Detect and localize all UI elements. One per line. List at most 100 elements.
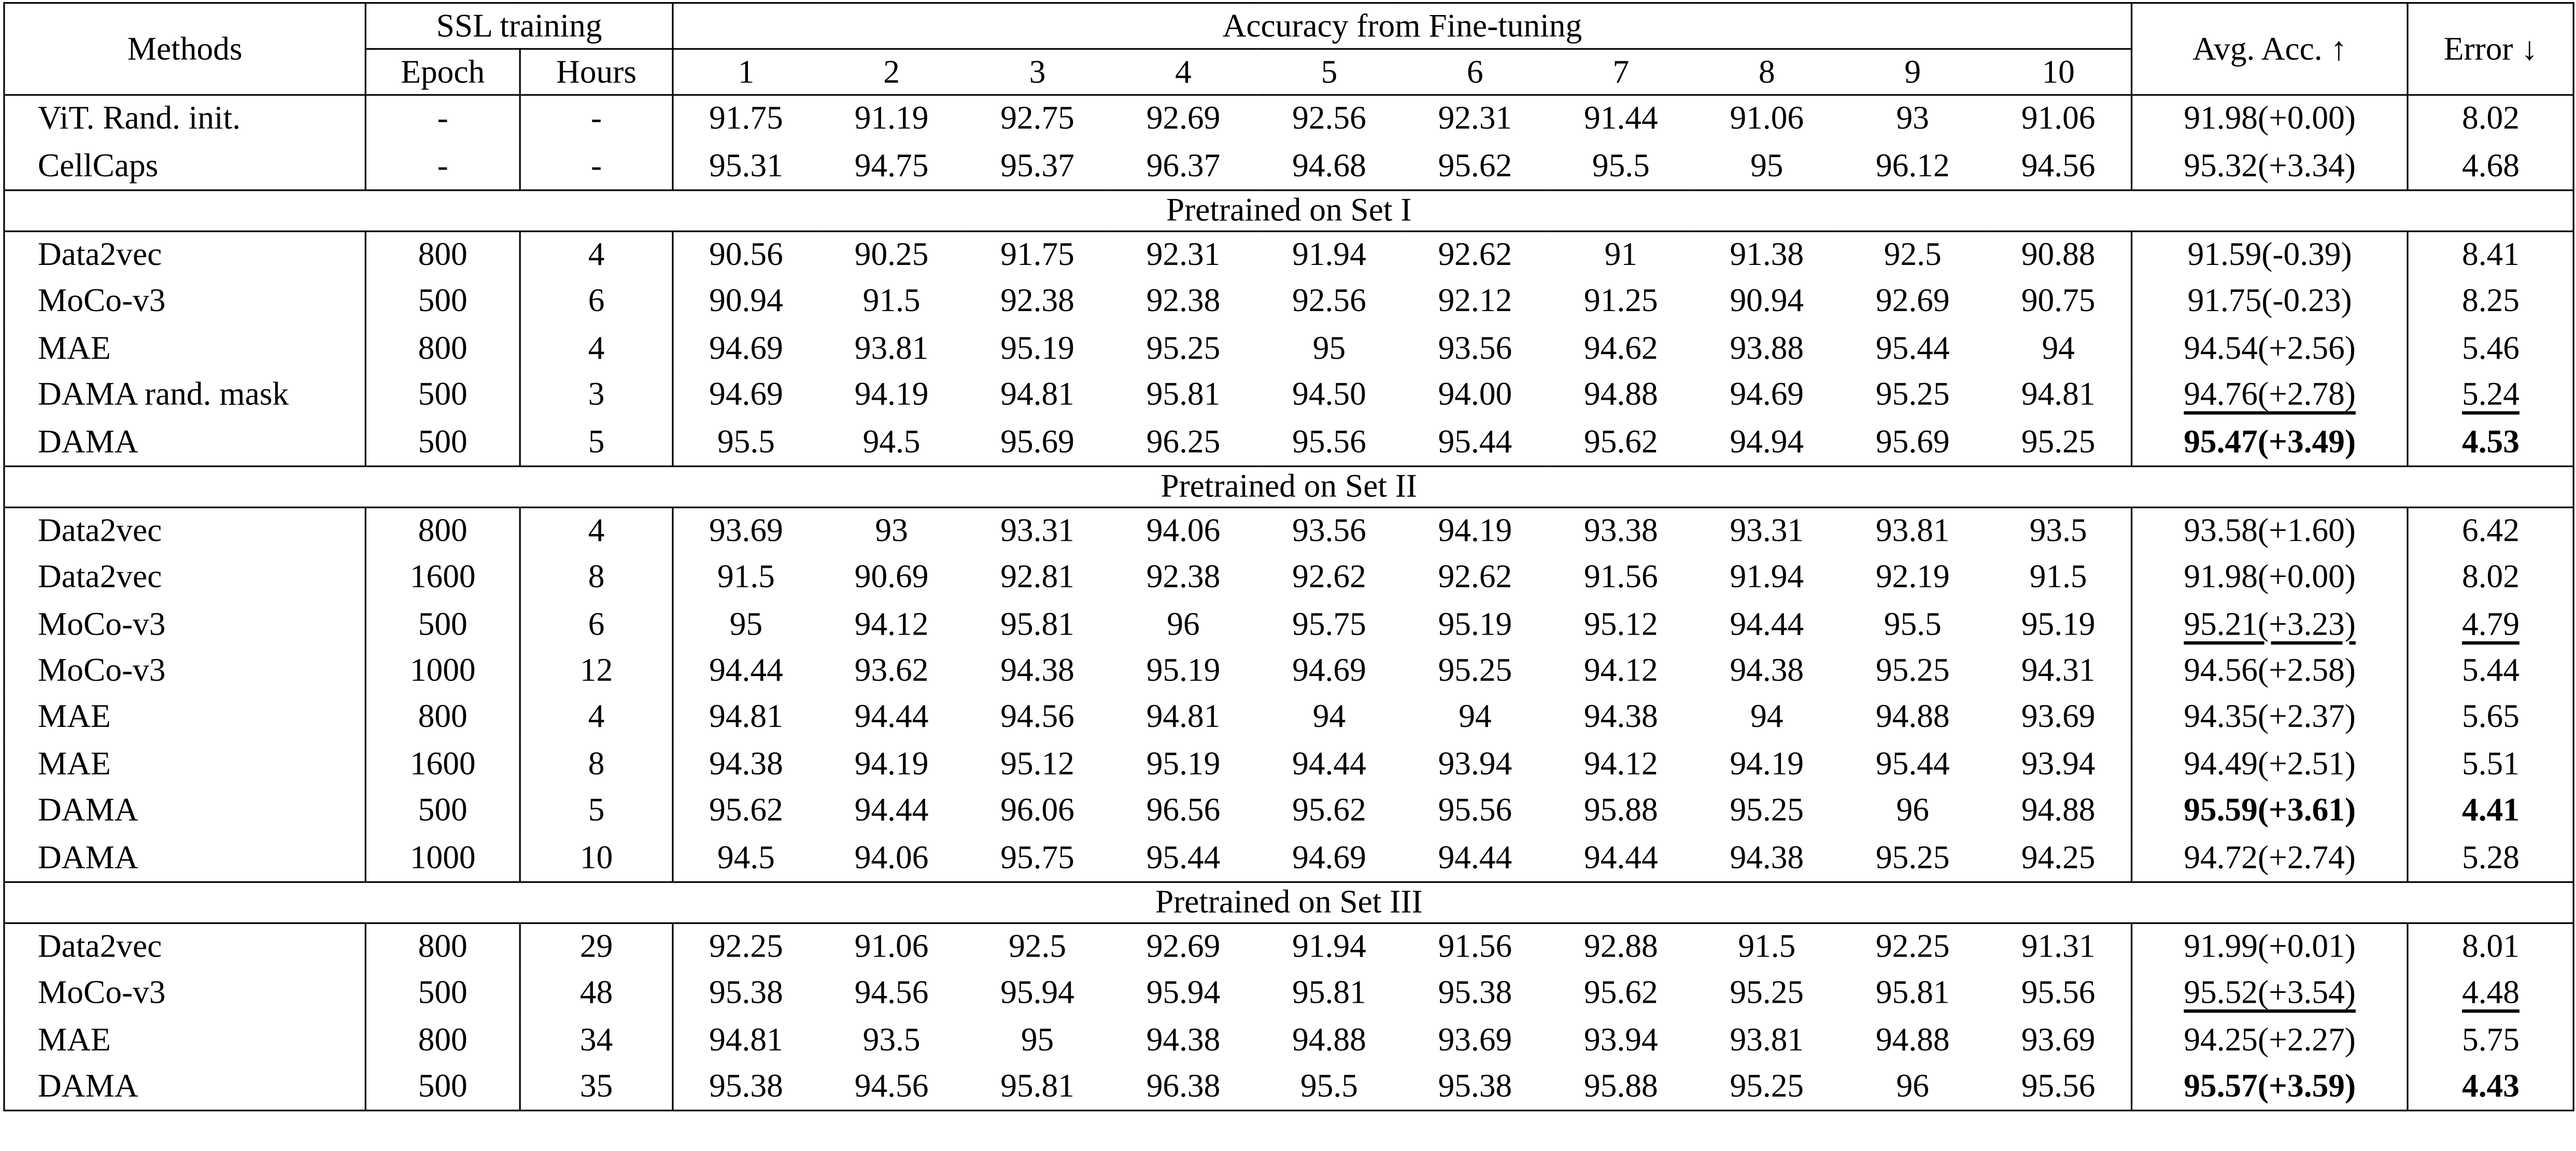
method-cell: MAE <box>4 741 366 788</box>
cell-text: 1000 <box>409 839 476 876</box>
value-cell: 93.58(+1.60) <box>2131 507 2409 555</box>
value-cell: 95.21(+3.23) <box>2131 601 2409 648</box>
value-cell: 94.56 <box>965 694 1110 741</box>
value-cell: 90.56 <box>673 231 818 278</box>
cell-text: 5.75 <box>2461 1022 2520 1059</box>
table-row: DAMA 500 5 95.62 94.44 96.06 96.56 95.62 95.56 95… <box>4 788 2574 835</box>
value-cell: 94.19 <box>1402 507 1548 555</box>
value-cell: 92.5 <box>965 923 1110 971</box>
value-cell: 500 <box>365 372 521 418</box>
method-cell: Data2vec <box>4 231 366 279</box>
cell-text: 94.44 <box>1292 746 1366 783</box>
cell-text: 94.75 <box>854 147 929 184</box>
value-cell: 95.81 <box>1256 971 1402 1017</box>
cell-text: 93.69 <box>2021 699 2096 736</box>
cell-text: 95.38 <box>709 975 783 1012</box>
value-cell: 91.94 <box>1256 231 1402 278</box>
cell-text: 96 <box>1896 1069 1929 1105</box>
cell-text: 94.81 <box>2021 377 2096 413</box>
cell-text: 92.81 <box>1000 559 1074 596</box>
cell-text: 95.12 <box>1584 606 1658 643</box>
cell-text: 95.81 <box>1000 1069 1074 1105</box>
value-cell: 94.44 <box>1256 741 1402 788</box>
cell-text: 90.69 <box>854 559 929 596</box>
header-cell: Hours <box>520 49 674 96</box>
cell-text: 94.44 <box>709 653 783 690</box>
value-cell: 93.38 <box>1548 507 1694 555</box>
cell-text: 5.44 <box>2461 653 2520 690</box>
cell-text: 96.37 <box>1146 147 1221 184</box>
cell-text: Data2vec <box>37 559 162 596</box>
method-cell: MoCo-v3 <box>4 970 366 1017</box>
value-cell: 95.56 <box>1986 970 2133 1017</box>
value-cell: 95.88 <box>1548 1063 1694 1112</box>
value-cell: - <box>365 95 521 143</box>
value-cell: 94.94 <box>1694 418 1839 466</box>
cell-text: 8.25 <box>2461 284 2520 320</box>
value-cell: 94.31 <box>1986 648 2133 695</box>
cell-text: 94.31 <box>2021 653 2096 690</box>
value-cell: 4.53 <box>2408 418 2573 466</box>
value-cell: 93.69 <box>673 507 818 555</box>
value-cell: 95.25 <box>1986 418 2133 466</box>
table-row: DAMA 500 5 95.5 94.5 95.69 96.25 95.56 95.44 95.6… <box>4 418 2574 466</box>
value-cell: 4 <box>520 231 674 279</box>
value-cell: 93.69 <box>1986 1017 2133 1064</box>
cell-text: 800 <box>418 1022 468 1059</box>
cell-text: 800 <box>418 699 468 736</box>
value-cell: 95.25 <box>1840 834 1986 882</box>
value-cell: 1000 <box>365 648 521 695</box>
value-cell: 500 <box>365 601 521 648</box>
header-cell: 2 <box>818 49 965 96</box>
value-cell: 94.69 <box>673 325 818 372</box>
header-cell: 1 <box>672 49 819 96</box>
value-cell: 4.79 <box>2408 601 2573 648</box>
value-cell: 94 <box>1694 694 1839 741</box>
cell-text: 95.25 <box>1146 330 1221 367</box>
cell-text: 95.25 <box>1730 793 1804 830</box>
header-cell: Epoch <box>365 49 521 96</box>
value-cell: - <box>365 142 521 190</box>
cell-text: 94.72(+2.74) <box>2184 839 2356 876</box>
cell-text: 91.31 <box>2021 929 2096 965</box>
value-cell: 95.47(+3.49) <box>2131 418 2409 466</box>
method-cell: ViT. Rand. init. <box>4 95 366 143</box>
value-cell: 95.81 <box>1110 372 1256 418</box>
value-cell: 94.68 <box>1256 143 1402 190</box>
value-cell: 91.56 <box>1402 923 1548 971</box>
cell-text: 95.81 <box>1000 606 1074 643</box>
value-cell: 5.28 <box>2408 834 2573 882</box>
cell-text: 94 <box>1459 699 1492 736</box>
value-cell: 96.38 <box>1110 1063 1256 1112</box>
value-cell: 500 <box>365 788 521 835</box>
cell-text: 94.38 <box>709 746 783 783</box>
cell-text: - <box>590 147 602 184</box>
cell-text: 91.98(+0.00) <box>2184 101 2356 137</box>
value-cell: 4 <box>520 325 674 372</box>
cell-text: 92.5 <box>1009 929 1067 965</box>
table-row: MoCo-v3 1000 12 94.44 93.62 94.38 95.19 94.69 95… <box>4 648 2574 695</box>
value-cell: 90.69 <box>818 554 964 601</box>
cell-text: 91.98(+0.00) <box>2184 559 2356 596</box>
method-cell: CellCaps <box>4 142 366 190</box>
cell-text: 95.94 <box>1000 975 1074 1012</box>
cell-text: 95.25 <box>1875 377 1950 413</box>
cell-text: 92.62 <box>1438 559 1512 596</box>
cell-text: 95.56 <box>2021 975 2096 1012</box>
cell-text: 90.56 <box>709 237 783 273</box>
cell-text: 93 <box>1896 101 1929 137</box>
value-cell: 91.06 <box>818 923 964 971</box>
value-cell: 95.75 <box>1256 601 1402 648</box>
value-cell: 5.51 <box>2408 741 2573 788</box>
value-cell: 94.12 <box>1548 648 1694 694</box>
cell-text: 94.69 <box>1292 653 1366 690</box>
value-cell: 92.19 <box>1840 554 1986 601</box>
cell-text: 4 <box>588 330 605 367</box>
cell-text: 95.69 <box>1875 424 1950 460</box>
value-cell: 4.43 <box>2408 1063 2574 1112</box>
cell-text: 90.94 <box>709 284 783 320</box>
value-cell: 500 <box>365 1063 521 1112</box>
value-cell: 92.5 <box>1840 231 1986 278</box>
value-cell: 95.56 <box>1986 1063 2133 1112</box>
cell-text: 95.44 <box>1875 330 1950 367</box>
